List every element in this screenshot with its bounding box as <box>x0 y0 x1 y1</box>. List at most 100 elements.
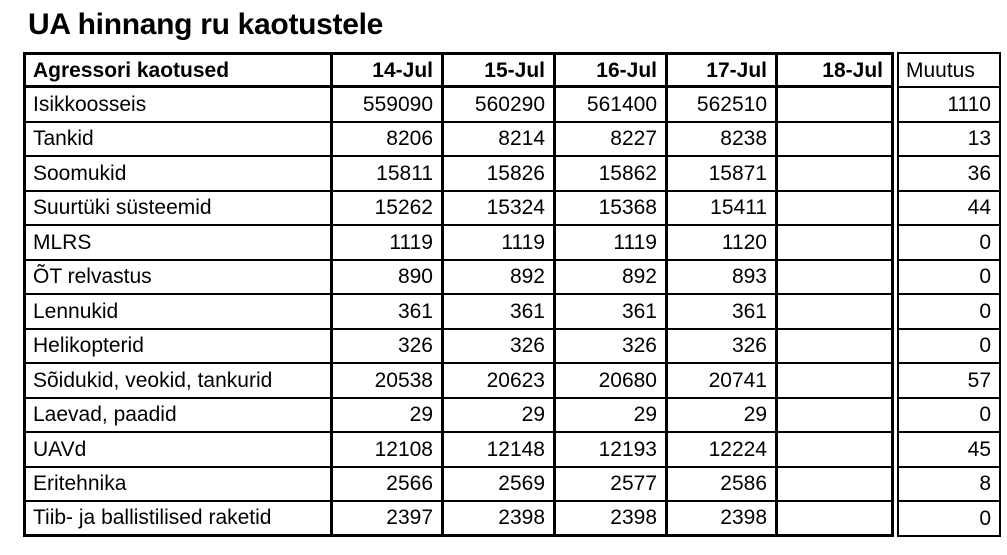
row-label: Laevad, paadid <box>23 398 333 433</box>
change-cell: 0 <box>897 398 1001 433</box>
value-cell: 361 <box>444 295 556 330</box>
change-cell: 13 <box>897 122 1001 157</box>
value-cell: 8214 <box>444 122 556 157</box>
value-cell: 892 <box>444 260 556 295</box>
value-cell: 29 <box>444 398 556 433</box>
column-gap <box>894 191 897 226</box>
change-cell: 0 <box>897 226 1001 261</box>
value-cell: 560290 <box>444 88 556 123</box>
value-cell: 361 <box>668 295 778 330</box>
row-label: Tiib- ja ballistilised raketid <box>23 502 333 537</box>
row-label: ÕT relvastus <box>23 260 333 295</box>
value-cell-empty <box>778 398 894 433</box>
row-label: Suurtüki süsteemid <box>23 191 333 226</box>
row-label: Tankid <box>23 122 333 157</box>
value-cell: 361 <box>556 295 668 330</box>
row-label: Helikopterid <box>23 329 333 364</box>
value-cell-empty <box>778 260 894 295</box>
value-cell: 2566 <box>333 467 444 502</box>
value-cell: 8206 <box>333 122 444 157</box>
row-label: MLRS <box>23 226 333 261</box>
value-cell: 890 <box>333 260 444 295</box>
column-gap <box>894 329 897 364</box>
value-cell: 2569 <box>444 467 556 502</box>
change-cell: 45 <box>897 433 1001 468</box>
change-cell: 36 <box>897 157 1001 192</box>
header-date-18jul: 18-Jul <box>778 52 894 88</box>
value-cell: 12148 <box>444 433 556 468</box>
value-cell: 15411 <box>668 191 778 226</box>
value-cell-empty <box>778 502 894 537</box>
change-cell: 1110 <box>897 88 1001 123</box>
value-cell: 893 <box>668 260 778 295</box>
header-date-14jul: 14-Jul <box>333 52 444 88</box>
value-cell: 15324 <box>444 191 556 226</box>
value-cell: 29 <box>556 398 668 433</box>
value-cell-empty <box>778 364 894 399</box>
change-cell: 57 <box>897 364 1001 399</box>
value-cell: 2577 <box>556 467 668 502</box>
value-cell: 12224 <box>668 433 778 468</box>
value-cell: 20680 <box>556 364 668 399</box>
losses-table: Agressori kaotused 14-Jul 15-Jul 16-Jul … <box>23 52 1001 537</box>
value-cell-empty <box>778 157 894 192</box>
row-label: Eritehnika <box>23 467 333 502</box>
value-cell: 29 <box>668 398 778 433</box>
value-cell: 2398 <box>556 502 668 537</box>
value-cell: 12193 <box>556 433 668 468</box>
value-cell: 361 <box>333 295 444 330</box>
value-cell: 561400 <box>556 88 668 123</box>
column-gap <box>894 364 897 399</box>
value-cell: 20623 <box>444 364 556 399</box>
row-label: Lennukid <box>23 295 333 330</box>
value-cell-empty <box>778 122 894 157</box>
value-cell-empty <box>778 329 894 364</box>
value-cell: 326 <box>556 329 668 364</box>
column-gap <box>894 433 897 468</box>
value-cell: 2398 <box>444 502 556 537</box>
value-cell-empty <box>778 295 894 330</box>
value-cell: 1119 <box>333 226 444 261</box>
header-muutus: Muutus <box>897 52 1001 88</box>
value-cell: 1120 <box>668 226 778 261</box>
change-cell: 0 <box>897 502 1001 537</box>
column-gap <box>894 502 897 537</box>
value-cell: 15368 <box>556 191 668 226</box>
value-cell: 2398 <box>668 502 778 537</box>
value-cell: 20741 <box>668 364 778 399</box>
value-cell-empty <box>778 191 894 226</box>
header-aggressor-losses: Agressori kaotused <box>23 52 333 88</box>
value-cell: 2397 <box>333 502 444 537</box>
row-label: Isikkoosseis <box>23 88 333 123</box>
value-cell: 562510 <box>668 88 778 123</box>
value-cell-empty <box>778 88 894 123</box>
value-cell: 559090 <box>333 88 444 123</box>
change-cell: 0 <box>897 295 1001 330</box>
value-cell: 1119 <box>556 226 668 261</box>
value-cell: 892 <box>556 260 668 295</box>
value-cell: 15862 <box>556 157 668 192</box>
value-cell: 15826 <box>444 157 556 192</box>
column-gap <box>894 157 897 192</box>
column-gap <box>894 398 897 433</box>
change-cell: 44 <box>897 191 1001 226</box>
column-gap <box>894 226 897 261</box>
change-cell: 0 <box>897 260 1001 295</box>
value-cell: 2586 <box>668 467 778 502</box>
value-cell: 326 <box>668 329 778 364</box>
change-cell: 8 <box>897 467 1001 502</box>
row-label: Soomukid <box>23 157 333 192</box>
value-cell: 8238 <box>668 122 778 157</box>
change-cell: 0 <box>897 329 1001 364</box>
value-cell: 20538 <box>333 364 444 399</box>
value-cell: 15262 <box>333 191 444 226</box>
page-title: UA hinnang ru kaotustele <box>28 8 384 41</box>
value-cell-empty <box>778 226 894 261</box>
column-gap <box>894 467 897 502</box>
value-cell-empty <box>778 433 894 468</box>
value-cell: 326 <box>444 329 556 364</box>
column-gap <box>894 88 897 123</box>
column-gap <box>894 52 897 88</box>
row-label: UAVd <box>23 433 333 468</box>
